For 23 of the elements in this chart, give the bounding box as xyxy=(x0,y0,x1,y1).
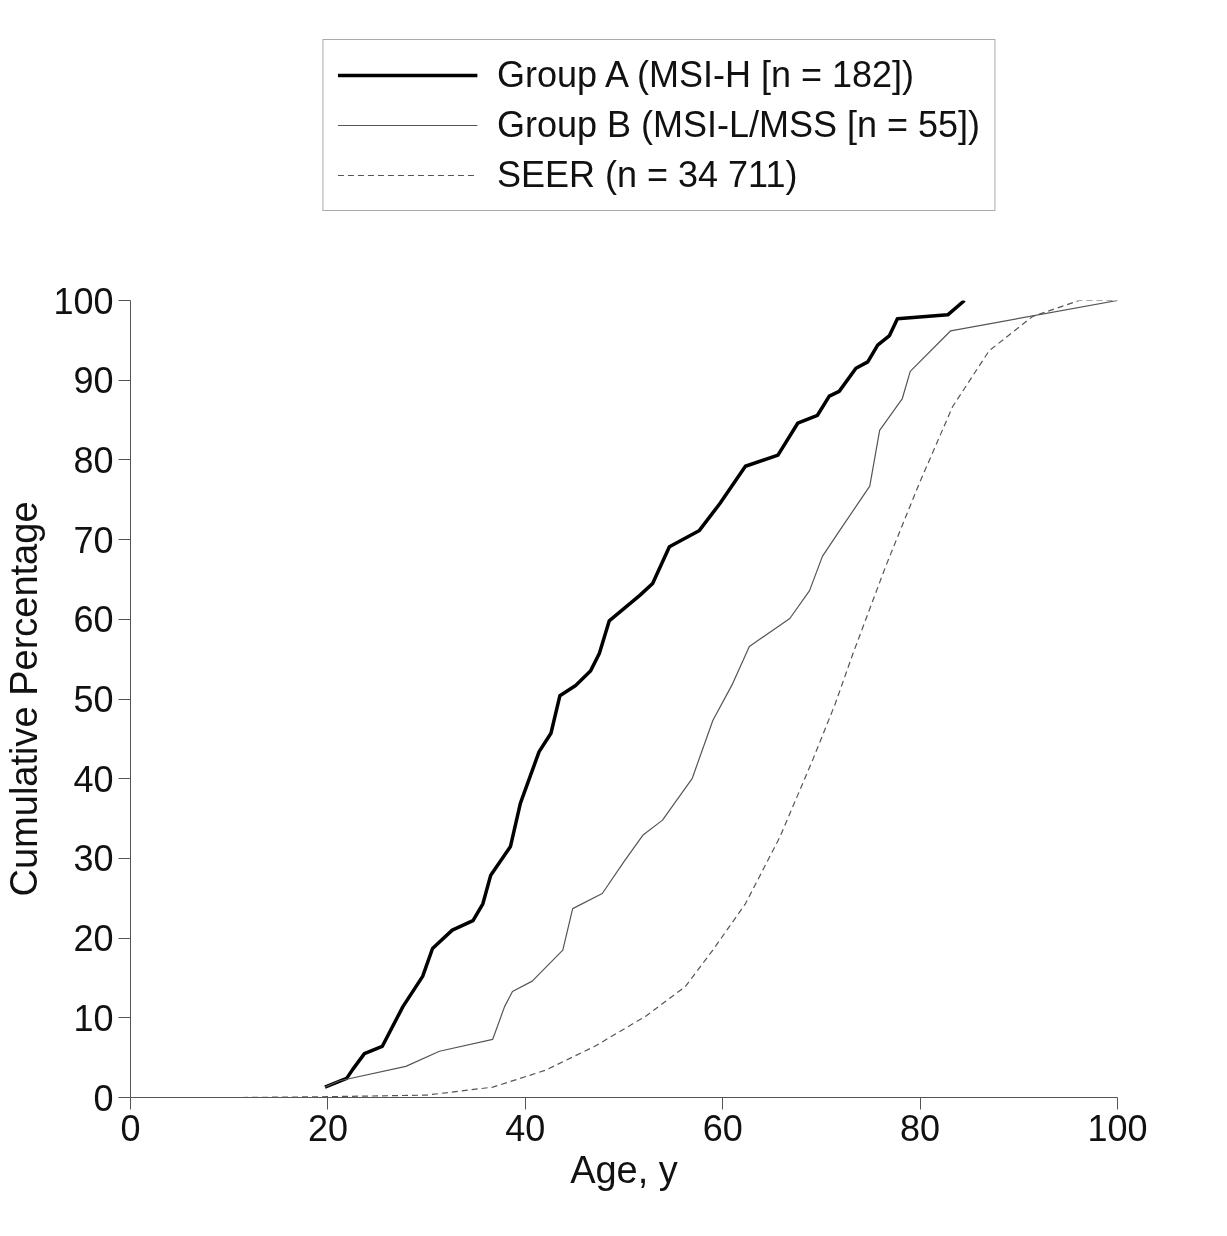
y-axis-title: Cumulative Percentage xyxy=(3,501,46,897)
y-tick-label: 50 xyxy=(73,679,114,720)
y-tick-label: 30 xyxy=(73,838,114,880)
y-tick-label: 80 xyxy=(73,439,114,481)
legend-label: Group A (MSI-H [n = 182]) xyxy=(496,54,915,96)
y-tick-label: 60 xyxy=(73,599,114,641)
x-tick-label: 80 xyxy=(900,1107,941,1149)
y-tick-label: 0 xyxy=(93,1077,114,1119)
x-axis-title: Age, y xyxy=(570,1148,678,1191)
x-tick-label: 100 xyxy=(1087,1107,1148,1149)
line-series xyxy=(323,300,967,1089)
x-tick-label: 60 xyxy=(702,1107,743,1149)
x-tick-label: 40 xyxy=(505,1107,546,1149)
y-tick-label: 70 xyxy=(73,519,114,561)
x-tick-label: 20 xyxy=(307,1107,348,1149)
legend-label: Group B (MSI-L/MSS [n = 55]) xyxy=(496,104,981,146)
y-tick-label: 20 xyxy=(73,918,114,960)
y-tick-label: 100 xyxy=(53,280,114,322)
y-tick-label: 40 xyxy=(73,758,114,800)
x-tick-label: 0 xyxy=(120,1107,141,1149)
y-tick-label: 10 xyxy=(73,997,114,1039)
y-tick-label: 90 xyxy=(73,360,114,402)
legend-label: SEER (n = 34 711) xyxy=(496,154,798,196)
